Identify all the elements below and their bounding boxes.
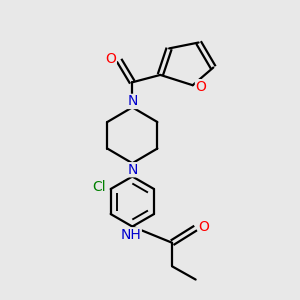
Text: N: N: [127, 163, 137, 177]
Text: Cl: Cl: [92, 180, 106, 194]
Text: O: O: [198, 220, 209, 234]
Text: O: O: [105, 52, 116, 66]
Text: N: N: [127, 94, 137, 108]
Text: NH: NH: [121, 228, 141, 242]
Text: O: O: [196, 80, 206, 94]
